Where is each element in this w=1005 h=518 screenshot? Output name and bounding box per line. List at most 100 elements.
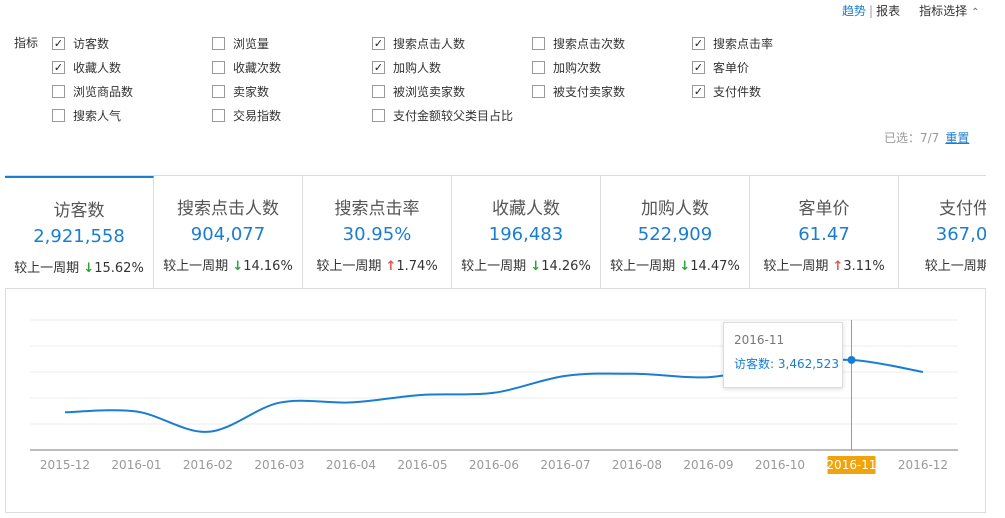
tooltip-value: 访客数: 3,462,523 — [734, 357, 839, 371]
checkbox-icon[interactable] — [52, 108, 65, 122]
indicator-label-text: 被支付卖家数 — [553, 84, 626, 99]
checkbox-icon[interactable] — [532, 60, 545, 74]
metric-card[interactable]: 访客数 2,921,558 较上一周期 ↓15.62% — [5, 176, 154, 288]
indicator-option[interactable]: 被支付卖家数 — [532, 83, 625, 99]
metric-value: 367,095 — [935, 224, 986, 245]
indicator-label-text: 搜索点击人数 — [393, 36, 466, 51]
indicator-option[interactable]: ✓ 搜索点击人数 — [372, 35, 465, 51]
metric-value: 904,077 — [190, 224, 266, 245]
trend-link[interactable]: 趋势 — [842, 4, 867, 18]
compare-label: 较上一周期 — [763, 259, 829, 274]
selected-count: 已选：7/7 — [884, 131, 940, 145]
x-tick-label: 2016-03 — [254, 458, 304, 472]
checkbox-icon[interactable] — [212, 60, 225, 74]
arrow-down-icon: ↓ — [83, 261, 95, 276]
indicator-option[interactable]: 交易指数 — [212, 107, 281, 123]
indicator-option[interactable]: 支付金额较父类目占比 — [372, 107, 513, 123]
indicator-option[interactable]: ✓ 搜索点击率 — [692, 35, 773, 51]
metric-value: 522,909 — [637, 224, 713, 245]
checkbox-icon[interactable] — [212, 84, 225, 98]
indicator-label-text: 收藏人数 — [73, 60, 122, 75]
indicator-label-text: 搜索人气 — [73, 108, 122, 123]
compare-label: 较上一周期 — [610, 259, 676, 274]
indicator-option[interactable]: 收藏次数 — [212, 59, 281, 75]
report-link[interactable]: 报表 — [876, 4, 901, 18]
metric-name: 加购人数 — [641, 199, 709, 219]
metric-card[interactable]: 加购人数 522,909 较上一周期 ↓14.47% — [601, 176, 750, 288]
compare-label: 较上一周期 — [461, 259, 527, 274]
x-tick-label: 2016-05 — [397, 458, 447, 472]
x-tick-label: 2016-11 — [826, 458, 876, 472]
metric-name: 客单价 — [798, 199, 850, 219]
indicator-option[interactable]: ✓ 访客数 — [52, 35, 109, 51]
arrow-down-icon: ↓ — [232, 259, 244, 274]
arrow-up-icon: ↑ — [832, 259, 844, 274]
checkbox-checked-icon[interactable]: ✓ — [692, 84, 705, 98]
metric-card[interactable]: 客单价 61.47 较上一周期 ↑3.11% — [750, 176, 899, 288]
metric-compare: 较上一周期 ↓14.47% — [601, 255, 749, 274]
arrow-up-icon: ↑ — [385, 259, 397, 274]
indicator-label-text: 被浏览卖家数 — [393, 84, 466, 99]
x-tick-label: 2016-09 — [683, 458, 733, 472]
indicator-label-text: 浏览量 — [233, 36, 270, 51]
indicator-option[interactable]: 卖家数 — [212, 83, 269, 99]
indicator-label-text: 支付金额较父类目占比 — [393, 108, 514, 123]
indicator-option[interactable]: 搜索点击次数 — [532, 35, 625, 51]
metric-card[interactable]: 收藏人数 196,483 较上一周期 ↓14.26% — [452, 176, 601, 288]
metric-compare: 较上一周期 ↓12 — [899, 255, 986, 274]
indicator-label-text: 加购人数 — [393, 60, 442, 75]
metric-card[interactable]: 搜索点击人数 904,077 较上一周期 ↓14.16% — [154, 176, 303, 288]
x-tick-label: 2016-01 — [111, 458, 161, 472]
indicator-label-text: 加购次数 — [553, 60, 602, 75]
chevron-up-icon: ⌃ — [971, 7, 980, 18]
tick-label-highlight — [827, 456, 876, 474]
checkbox-icon[interactable] — [52, 84, 65, 98]
x-tick-label: 2016-08 — [612, 458, 662, 472]
indicator-option[interactable]: ✓ 加购人数 — [372, 59, 441, 75]
x-tick-label: 2016-10 — [755, 458, 805, 472]
checkbox-checked-icon[interactable]: ✓ — [692, 60, 705, 74]
indicator-select-link[interactable]: 指标选择 ⌃ — [919, 4, 979, 18]
metric-name: 搜索点击率 — [334, 199, 420, 219]
chart-tooltip: 2016-11 访客数: 3,462,523 — [723, 322, 843, 388]
checkbox-checked-icon[interactable]: ✓ — [52, 36, 65, 50]
indicator-option[interactable]: 被浏览卖家数 — [372, 83, 465, 99]
indicator-option[interactable]: 搜索人气 — [52, 107, 121, 123]
checkbox-icon[interactable] — [372, 108, 385, 122]
compare-percent: 3.11% — [843, 259, 885, 274]
metric-compare: 较上一周期 ↓14.26% — [452, 255, 600, 274]
indicator-label-text: 浏览商品数 — [73, 84, 134, 99]
metric-value: 61.47 — [798, 224, 850, 245]
compare-label: 较上一周期 — [14, 261, 80, 276]
checkbox-checked-icon[interactable]: ✓ — [372, 36, 385, 50]
indicator-select-label: 指标选择 — [919, 4, 968, 18]
indicator-label-text: 交易指数 — [233, 108, 282, 123]
compare-percent: 1.74% — [396, 259, 438, 274]
indicator-label-text: 收藏次数 — [233, 60, 282, 75]
checkbox-checked-icon[interactable]: ✓ — [52, 60, 65, 74]
compare-percent: 14.26% — [541, 259, 591, 274]
indicator-option[interactable]: 浏览量 — [212, 35, 269, 51]
indicator-option[interactable]: 浏览商品数 — [52, 83, 133, 99]
x-tick-label: 2016-02 — [183, 458, 233, 472]
checkbox-icon[interactable] — [532, 84, 545, 98]
checkbox-icon[interactable] — [212, 36, 225, 50]
checkbox-checked-icon[interactable]: ✓ — [372, 60, 385, 74]
indicator-option[interactable]: ✓ 支付件数 — [692, 83, 761, 99]
indicator-label-text: 客单价 — [713, 60, 750, 75]
checkbox-icon[interactable] — [212, 108, 225, 122]
metric-card[interactable]: 支付件数 367,095 较上一周期 ↓12 — [899, 176, 986, 288]
indicator-option[interactable]: ✓ 客单价 — [692, 59, 749, 75]
metric-compare: 较上一周期 ↑3.11% — [750, 255, 898, 274]
checkbox-icon[interactable] — [532, 36, 545, 50]
indicator-option[interactable]: 加购次数 — [532, 59, 601, 75]
x-tick-label: 2015-12 — [40, 458, 90, 472]
metric-card[interactable]: 搜索点击率 30.95% 较上一周期 ↑1.74% — [303, 176, 452, 288]
metric-compare: 较上一周期 ↓15.62% — [5, 257, 153, 276]
indicator-option[interactable]: ✓ 收藏人数 — [52, 59, 121, 75]
checkbox-icon[interactable] — [372, 84, 385, 98]
tooltip-date: 2016-11 — [734, 333, 785, 347]
reset-link[interactable]: 重置 — [945, 131, 970, 145]
checkbox-checked-icon[interactable]: ✓ — [692, 36, 705, 50]
tooltip-series: 访客数 — [734, 357, 771, 371]
